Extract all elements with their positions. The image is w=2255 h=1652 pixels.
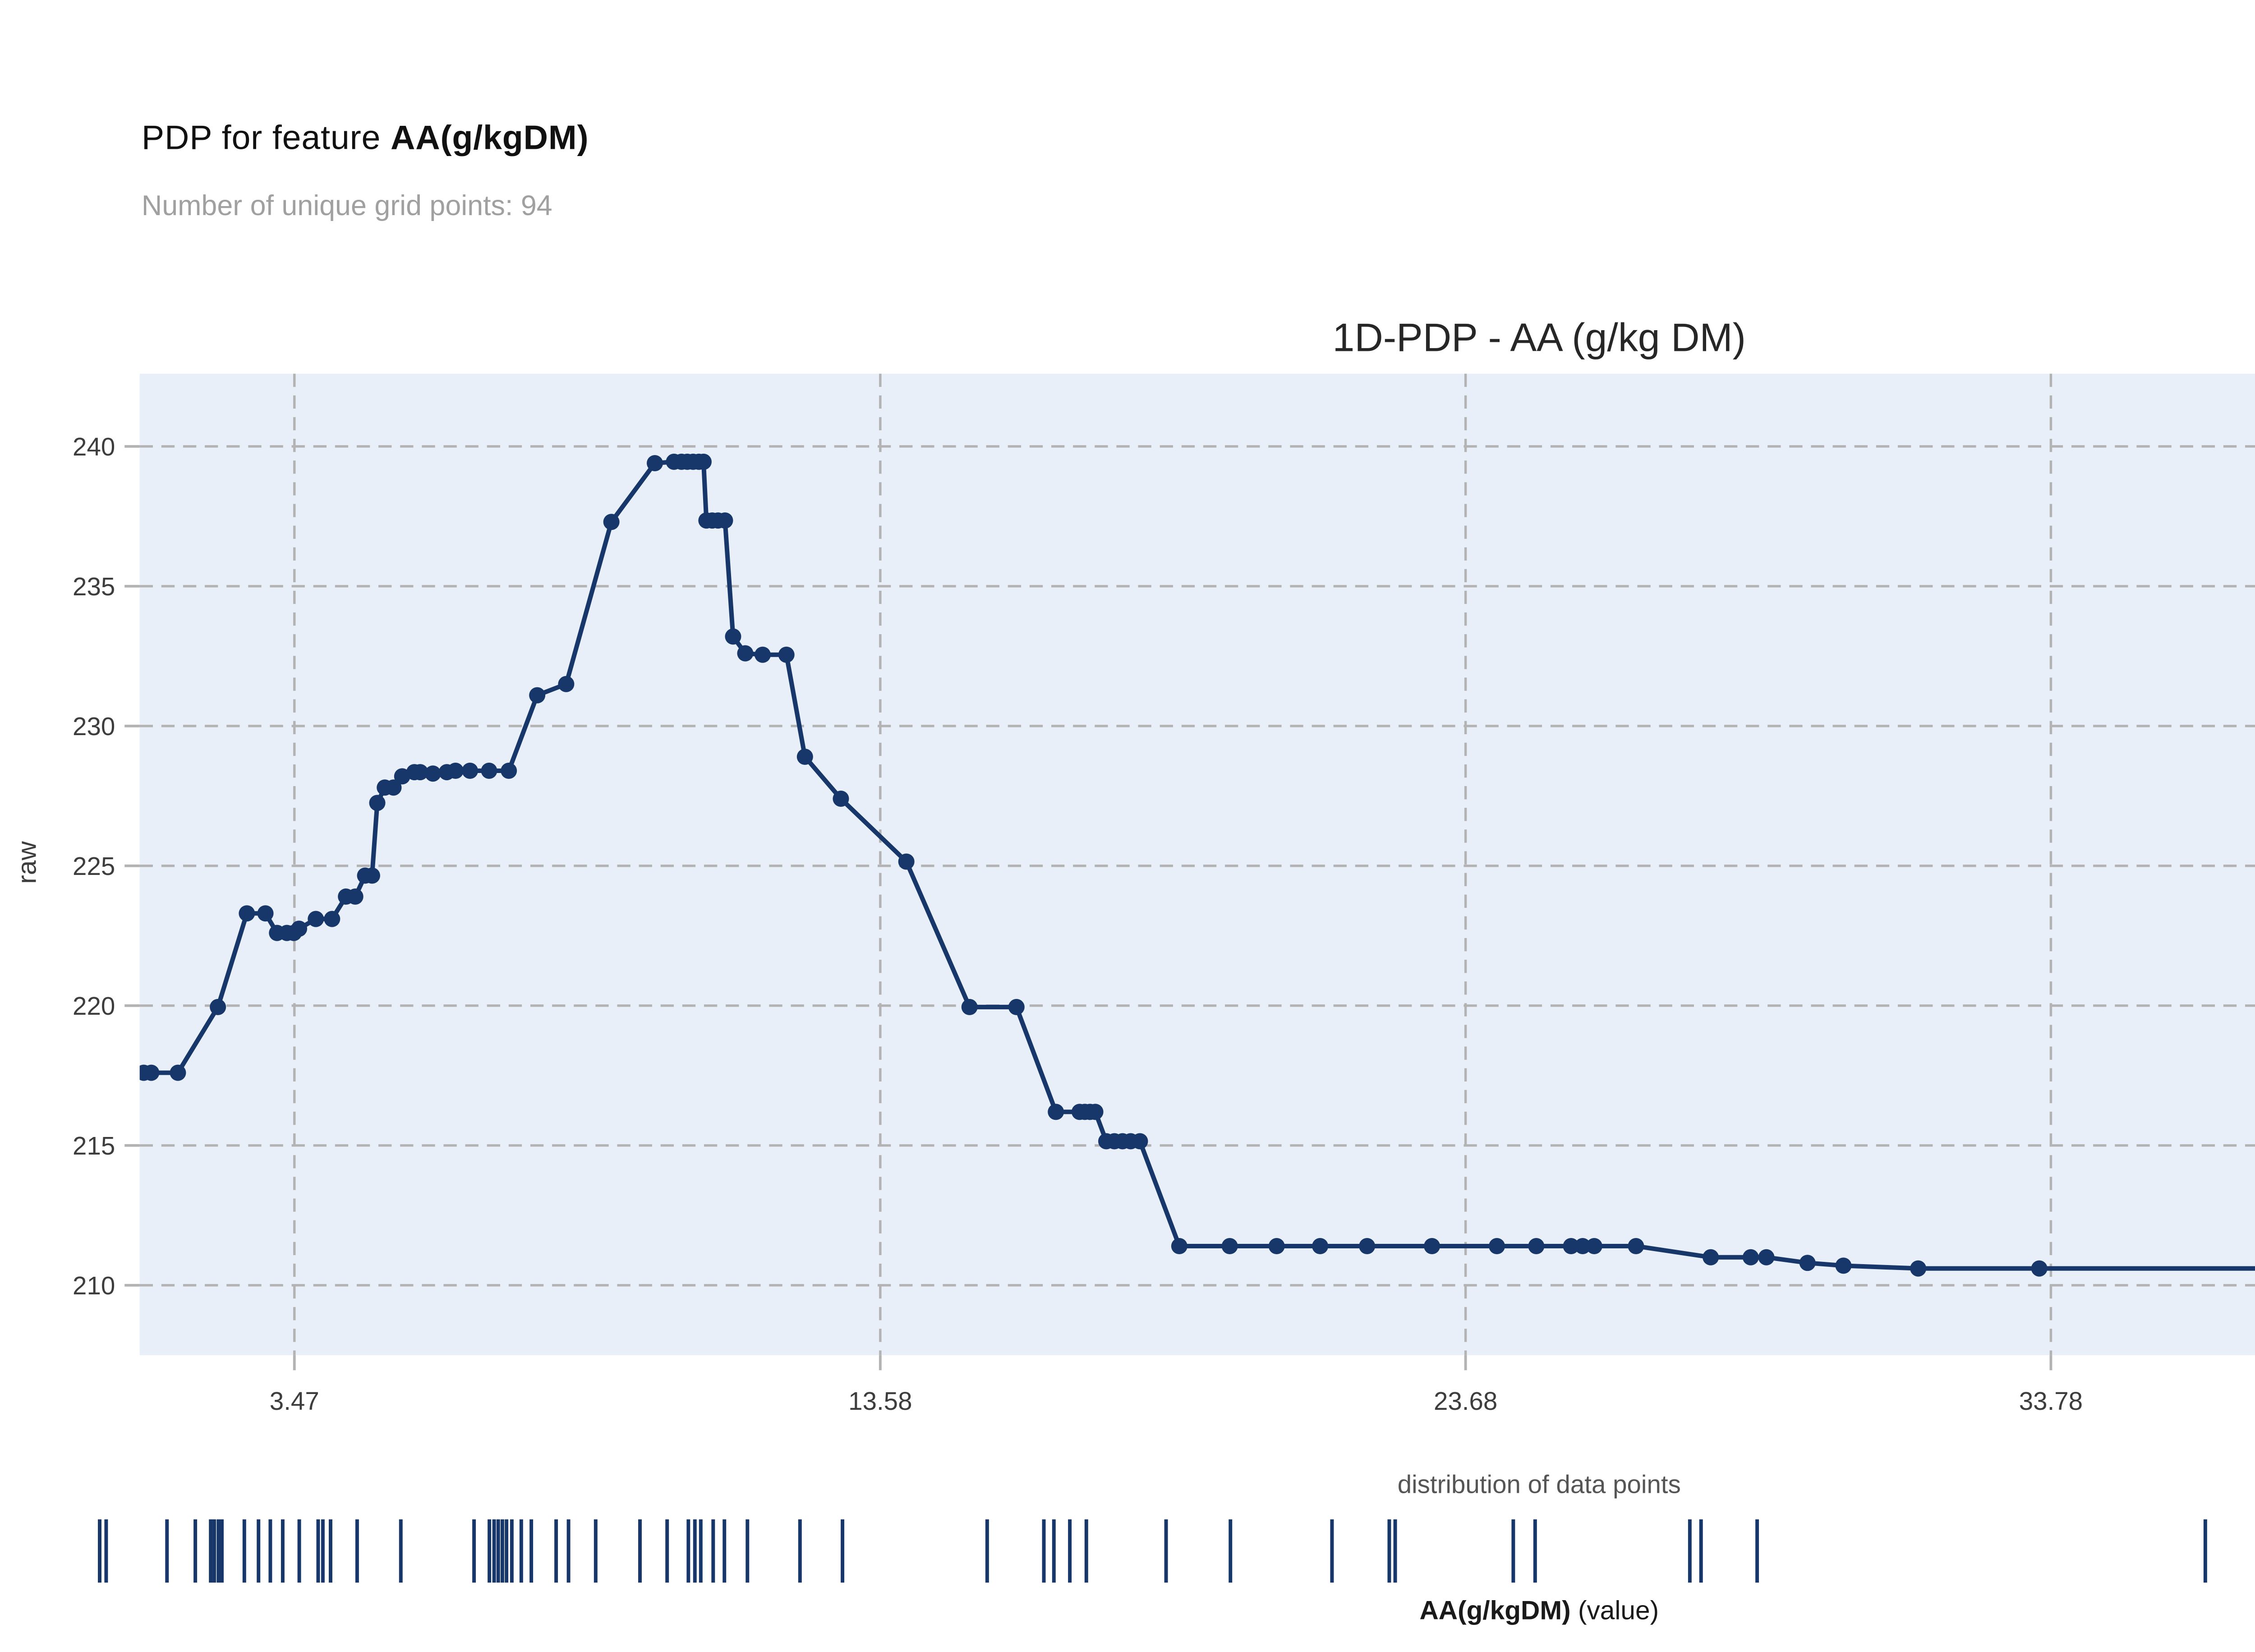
pdp-marker <box>210 999 226 1015</box>
pdp-marker <box>558 676 575 692</box>
x-axis-label-suffix: (value) <box>1570 1595 1659 1625</box>
x-tick-label: 3.47 <box>270 1387 319 1415</box>
pdp-marker <box>755 646 771 663</box>
pdp-marker <box>364 867 380 884</box>
pdp-marker <box>257 905 274 922</box>
pdp-marker <box>324 911 341 927</box>
pdp-marker <box>725 628 741 645</box>
feature-name: AA(g/kgDM) <box>391 119 589 157</box>
pdp-marker <box>2031 1260 2048 1277</box>
pdp-marker <box>1268 1238 1285 1254</box>
pdp-marker <box>1087 1104 1104 1120</box>
pdp-marker <box>737 645 754 662</box>
plot-background <box>139 373 2255 1355</box>
pdp-marker <box>529 687 546 704</box>
pdp-marker <box>1574 1238 1591 1254</box>
pdp-marker <box>481 763 497 779</box>
pdp-marker <box>778 646 795 663</box>
pdp-marker <box>462 763 479 779</box>
x-axis-label: AA(g/kgDM) (value) <box>140 1595 2255 1625</box>
page-title: PDP for feature AA(g/kgDM) <box>142 119 589 159</box>
grid-points-subtitle: Number of unique grid points: 94 <box>141 190 552 223</box>
pdp-marker <box>1359 1238 1376 1254</box>
pdp-marker <box>412 764 428 781</box>
pdp-marker <box>1563 1238 1579 1254</box>
y-tick-label: 215 <box>73 1132 115 1160</box>
pdp-marker <box>1424 1238 1440 1254</box>
pdp-marker <box>501 763 517 779</box>
pdp-marker <box>833 791 849 807</box>
distribution-title: distribution of data points <box>1397 1470 1681 1499</box>
pdp-marker <box>961 999 978 1015</box>
pdp-marker <box>170 1064 186 1081</box>
pdp-marker <box>1132 1133 1148 1150</box>
pdp-marker <box>898 853 915 870</box>
x-tick-label: 23.68 <box>1434 1387 1497 1415</box>
y-tick-label: 210 <box>73 1271 115 1300</box>
pdp-marker <box>1628 1238 1644 1254</box>
y-tick-label: 230 <box>73 712 115 741</box>
pdp-marker <box>647 455 663 472</box>
pdp-marker <box>424 765 441 782</box>
pdp-marker <box>1221 1238 1238 1254</box>
pdp-marker <box>1742 1249 1759 1265</box>
pdp-marker <box>717 512 733 529</box>
pdp-marker <box>347 888 364 905</box>
pdp-marker <box>796 749 813 765</box>
page-title-prefix: PDP for feature <box>141 119 391 157</box>
pdp-marker <box>1171 1238 1187 1254</box>
pdp-marker <box>1528 1238 1545 1254</box>
pdp-marker <box>1835 1257 1852 1274</box>
pdp-marker <box>1489 1238 1505 1254</box>
pdp-marker <box>291 920 308 937</box>
y-tick-label: 240 <box>73 433 115 461</box>
pdp-marker <box>1910 1260 1927 1277</box>
chart-title: 1D-PDP - AA (g/kg DM) <box>1332 317 1746 361</box>
pdp-marker <box>1048 1104 1064 1120</box>
pdp-marker <box>695 453 712 470</box>
y-tick-label: 225 <box>73 852 115 880</box>
pdp-marker <box>1703 1249 1719 1265</box>
pdp-marker <box>308 911 324 927</box>
x-tick-label: 13.58 <box>848 1387 912 1415</box>
pdp-marker <box>603 514 620 530</box>
pdp-marker <box>385 779 402 796</box>
y-tick-label: 235 <box>73 572 115 601</box>
x-axis-label-feature: AA(g/kgDM) <box>1419 1595 1571 1625</box>
x-tick-label: 33.78 <box>2019 1387 2083 1415</box>
pdp-marker <box>1312 1238 1329 1254</box>
pdp-marker <box>143 1064 160 1081</box>
pdp-marker <box>369 795 386 811</box>
pdp-marker <box>1586 1238 1602 1254</box>
y-tick-label: 220 <box>73 992 115 1020</box>
pdp-marker <box>239 905 255 922</box>
pdp-marker <box>447 763 464 779</box>
pdp-series-group <box>139 453 2255 1277</box>
pdp-marker <box>394 768 410 785</box>
pdp-marker <box>1008 999 1025 1015</box>
pdp-marker <box>1799 1255 1816 1271</box>
pdp-marker <box>1758 1249 1775 1265</box>
